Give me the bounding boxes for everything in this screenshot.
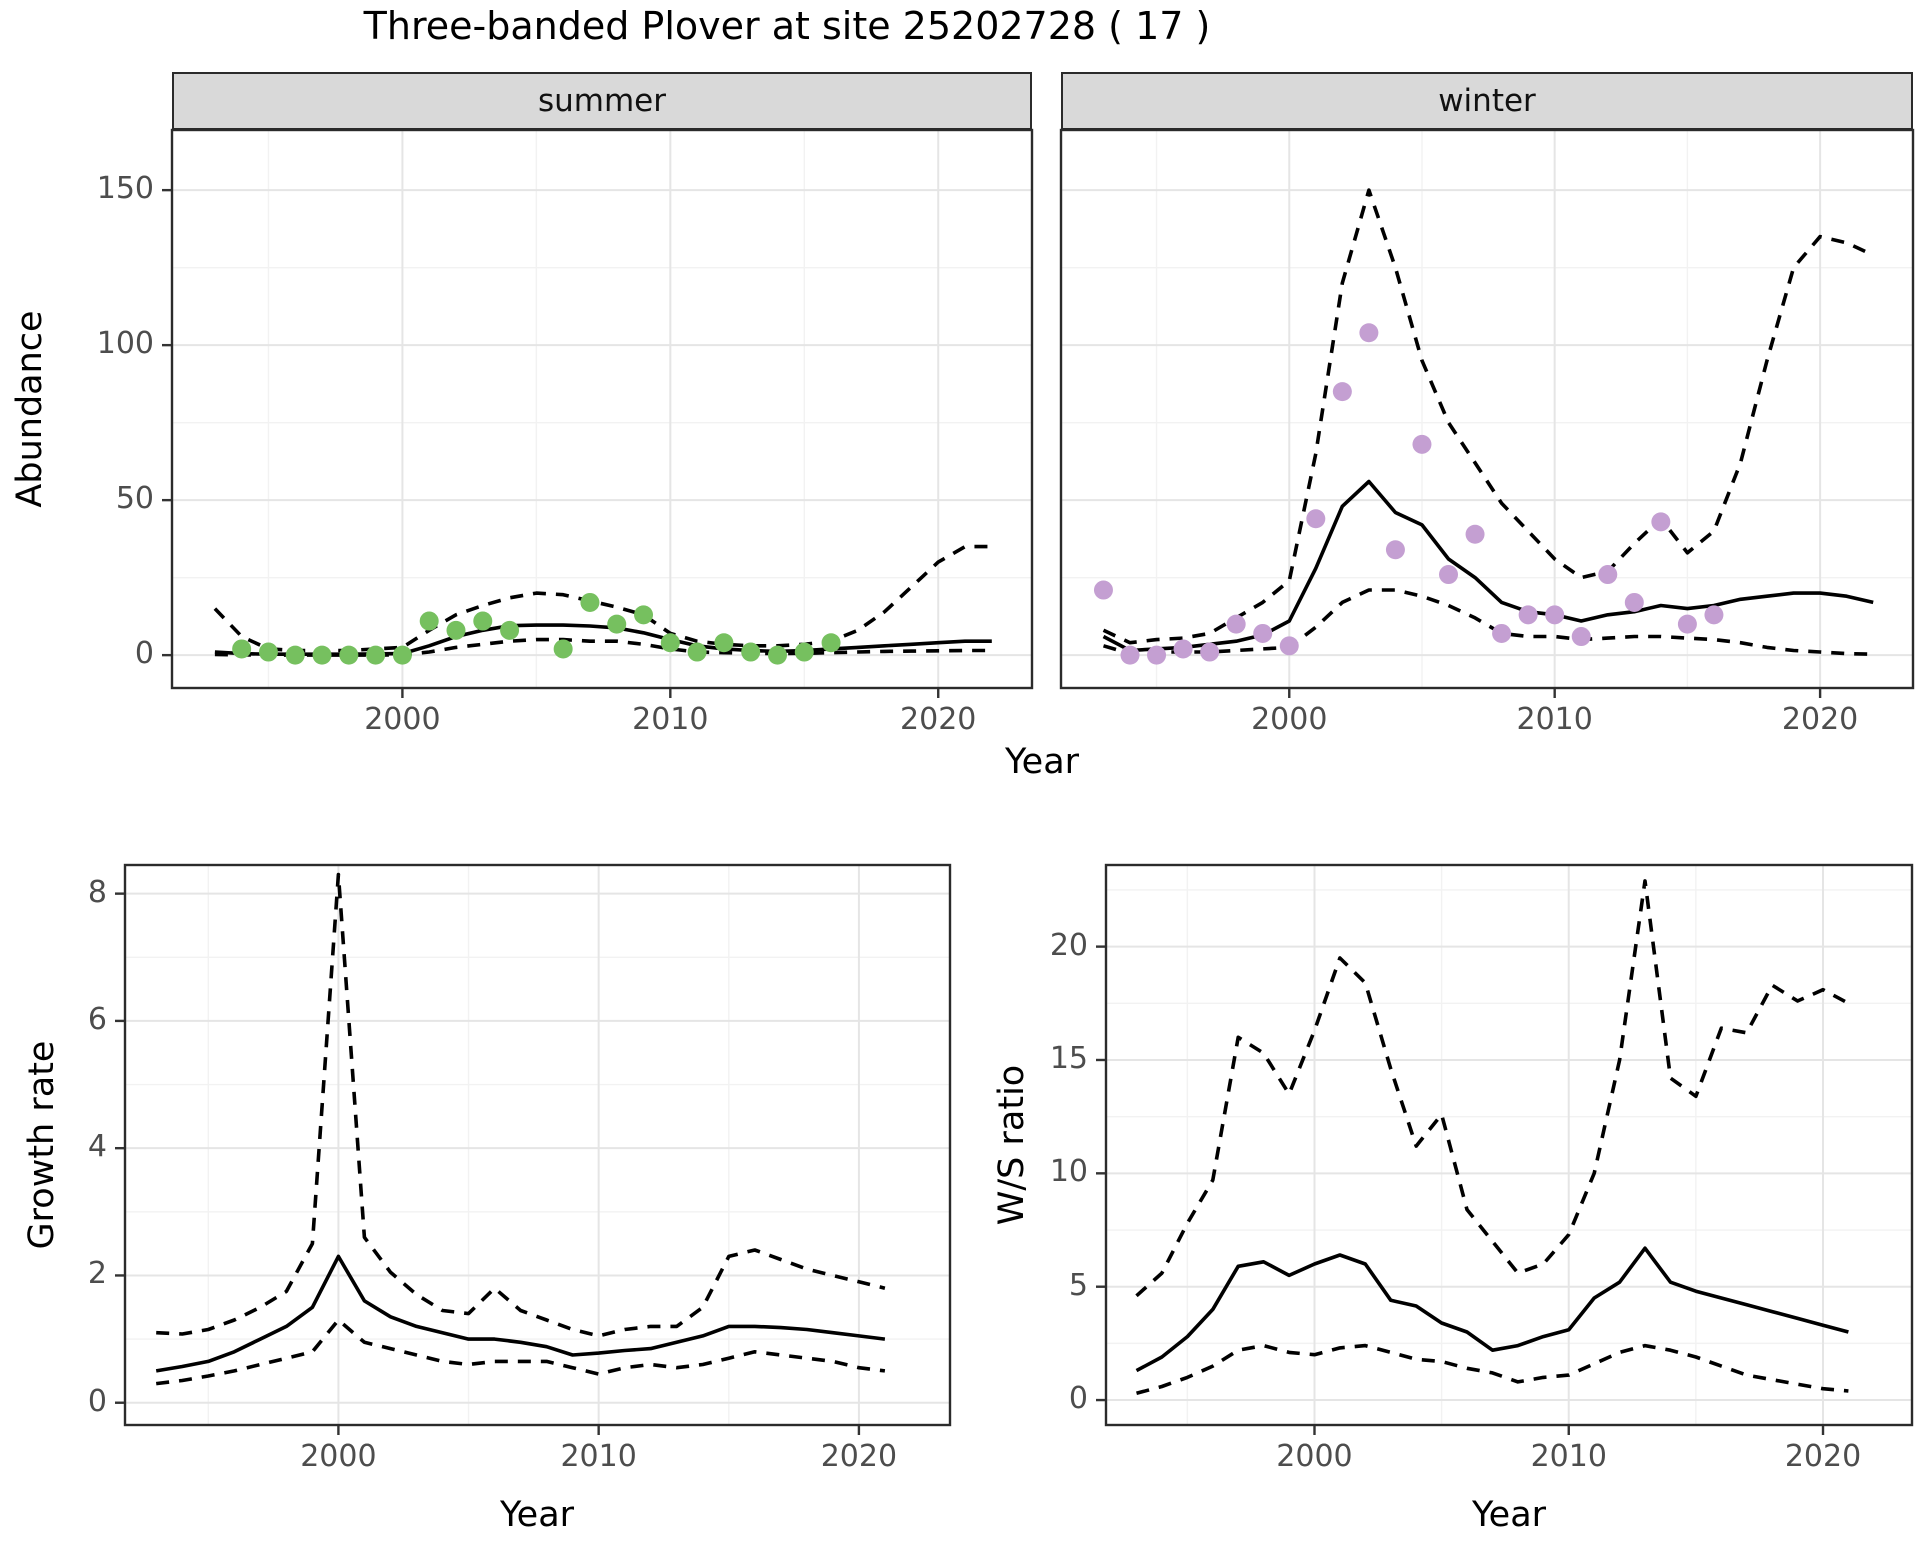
- data-point: [1200, 642, 1220, 662]
- data-point: [1492, 623, 1512, 643]
- data-point: [285, 645, 305, 665]
- data-point: [660, 633, 680, 653]
- panel-ws-ratio: [1096, 863, 1914, 1435]
- data-point: [1279, 636, 1299, 656]
- data-point: [1332, 382, 1352, 402]
- y-tick-label: 8: [87, 874, 107, 910]
- series-fitted-median-growth-rate: [155, 1254, 886, 1373]
- data-point: [1120, 645, 1140, 665]
- data-point: [687, 642, 707, 662]
- x-tick-label: 2020: [1784, 1439, 1862, 1474]
- x-tick-label: 2000: [364, 702, 441, 737]
- series-fitted-median-ws-ratio: [1135, 1246, 1849, 1373]
- data-point: [607, 614, 627, 634]
- data-point: [1677, 614, 1697, 634]
- data-point: [1385, 540, 1405, 560]
- series-lower-credible-ws-ratio: [1136, 1343, 1849, 1396]
- data-point: [821, 633, 841, 653]
- panel-growth-rate: [115, 863, 952, 1435]
- panel-abundance-winter: [1059, 128, 1915, 698]
- y-tick-label: 4: [87, 1129, 107, 1165]
- x-tick-label: 2010: [632, 702, 709, 737]
- y-tick-label: 0: [134, 636, 154, 672]
- series-upper-credible-ws-ratio: [1135, 879, 1850, 1298]
- data-point: [634, 605, 654, 625]
- y-tick-label: 10: [1049, 1154, 1088, 1190]
- facet-strip-winter: winter: [1061, 72, 1913, 130]
- y-tick-label: 100: [96, 326, 154, 362]
- data-point: [1598, 565, 1618, 585]
- data-point: [741, 642, 761, 662]
- x-tick-label: 2020: [900, 702, 977, 737]
- x-tick-label: 2000: [300, 1439, 377, 1474]
- data-point: [794, 642, 814, 662]
- data-point: [1412, 434, 1432, 454]
- data-point: [1173, 639, 1193, 659]
- data-point: [1518, 605, 1538, 625]
- data-point: [366, 645, 386, 665]
- series-upper-credible-growth-rate: [156, 872, 886, 1338]
- series-fitted-median-abundance-winter: [1102, 479, 1874, 653]
- x-tick-label: 2020: [820, 1439, 898, 1474]
- figure-title: Three-banded Plover at site 25202728 ( 1…: [363, 4, 1211, 48]
- y-tick-label: 15: [1049, 1040, 1088, 1076]
- data-point: [392, 645, 412, 665]
- series-lower-credible-abundance-summer: [214, 637, 992, 657]
- x-axis-title-growth: Year: [499, 1495, 575, 1535]
- data-point: [1465, 524, 1485, 544]
- data-point: [473, 611, 493, 631]
- y-tick-label: 50: [115, 481, 154, 517]
- data-point: [553, 639, 573, 659]
- data-point: [419, 611, 439, 631]
- y-tick-label: 6: [87, 1001, 107, 1037]
- data-point: [446, 620, 466, 640]
- x-axis-title-ws: Year: [1471, 1495, 1547, 1535]
- y-tick-label: 0: [1068, 1381, 1088, 1417]
- data-point: [1651, 512, 1671, 532]
- data-point: [1439, 565, 1459, 585]
- data-point: [1545, 605, 1565, 625]
- series-upper-credible-abundance-winter: [1102, 188, 1874, 645]
- y-tick-label: 0: [87, 1383, 107, 1419]
- data-point: [1147, 645, 1167, 665]
- x-tick-label: 2010: [1516, 702, 1593, 737]
- data-point: [1226, 614, 1246, 634]
- y-tick-label: 2: [87, 1256, 107, 1292]
- data-point: [1704, 605, 1724, 625]
- data-point: [580, 592, 600, 612]
- data-point: [1571, 627, 1591, 647]
- data-point: [232, 639, 252, 659]
- x-tick-label: 2000: [1251, 702, 1328, 737]
- y-tick-label: 20: [1049, 927, 1088, 963]
- data-point: [500, 620, 520, 640]
- x-tick-label: 2010: [1530, 1439, 1607, 1474]
- data-point: [339, 645, 359, 665]
- data-point: [1624, 592, 1644, 612]
- series-lower-credible-abundance-winter: [1102, 588, 1874, 656]
- data-point: [1093, 580, 1113, 600]
- y-tick-label: 5: [1068, 1267, 1088, 1303]
- x-tick-label: 2010: [560, 1439, 637, 1474]
- x-axis-title-top: Year: [1004, 742, 1080, 782]
- facet-strip-summer: summer: [172, 72, 1032, 130]
- data-point: [1253, 623, 1273, 643]
- data-point: [1359, 323, 1379, 343]
- data-point: [312, 645, 332, 665]
- x-tick-label: 2020: [1781, 702, 1859, 737]
- data-point: [714, 633, 734, 653]
- series-lower-credible-growth-rate: [155, 1318, 886, 1386]
- data-point: [258, 642, 278, 662]
- panel-abundance-summer: [162, 128, 1034, 698]
- x-tick-label: 2000: [1276, 1439, 1353, 1474]
- data-point: [767, 645, 787, 665]
- y-tick-label: 150: [96, 171, 154, 207]
- data-point: [1306, 509, 1326, 529]
